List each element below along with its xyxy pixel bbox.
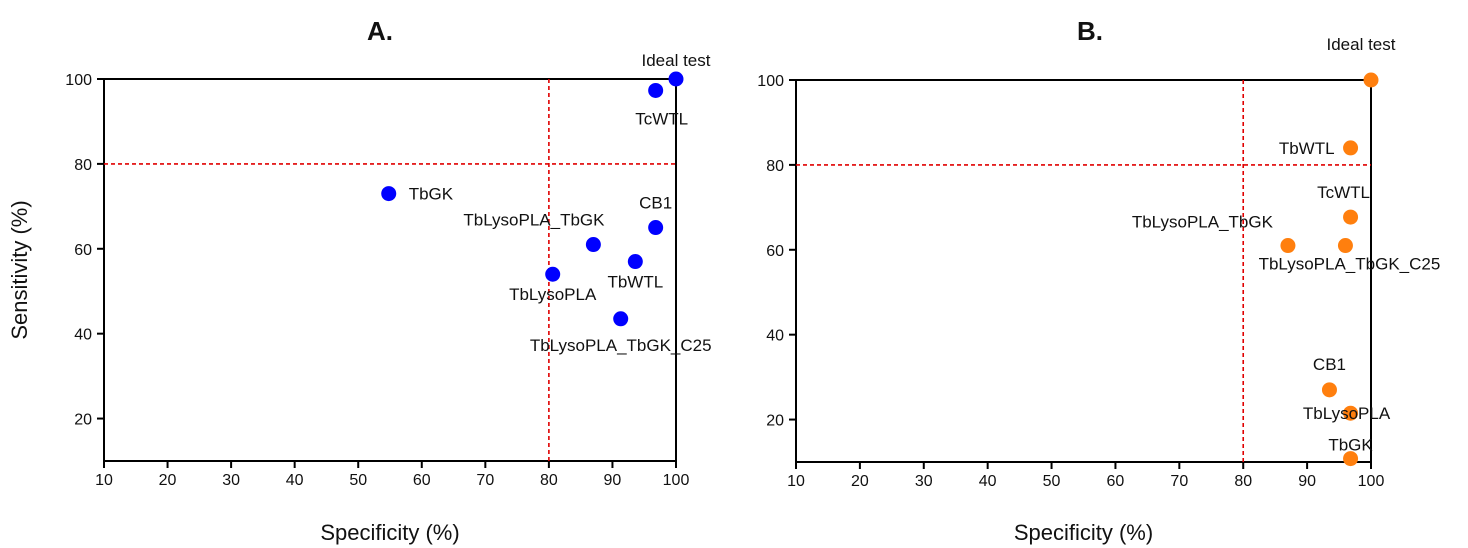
- data-point-label: Ideal test: [642, 51, 711, 70]
- y-tick-label: 80: [766, 158, 784, 175]
- data-point-label: TcWTL: [1317, 183, 1370, 202]
- x-tick-label: 20: [851, 473, 869, 490]
- x-tick-label: 10: [787, 473, 805, 490]
- data-point-label: TbLysoPLA: [1303, 404, 1391, 423]
- x-tick-label: 70: [1170, 473, 1188, 490]
- y-tick-label: 40: [74, 327, 92, 344]
- data-point: [627, 254, 643, 270]
- data-point: [648, 82, 664, 98]
- x-tick-label: 80: [540, 472, 558, 489]
- plot-frame: [103, 78, 677, 462]
- x-tick-label: 60: [413, 472, 431, 489]
- panel-a: A. 10 20 30 40 50 60 70 80 90 100 20 40 60 80 100 Specif…: [7, 16, 712, 545]
- data-point-label: TbLysoPLA_TbGK_C25: [1259, 255, 1441, 274]
- data-point: [1343, 405, 1359, 421]
- x-tick-label: 30: [915, 473, 933, 490]
- data-point-label: TbGK: [409, 185, 454, 204]
- x-tick-label: 10: [95, 472, 113, 489]
- y-tick-label: 100: [65, 72, 92, 89]
- x-axis-title: Specificity (%): [320, 520, 459, 545]
- x-tick-label: 60: [1107, 473, 1125, 490]
- x-tick-label: 40: [979, 473, 997, 490]
- y-tick-label: 80: [74, 157, 92, 174]
- x-tick-label: 20: [159, 472, 177, 489]
- data-point: [1343, 140, 1359, 156]
- panel-title: B.: [1077, 16, 1103, 46]
- data-point: [648, 220, 664, 236]
- data-point-label: CB1: [1313, 355, 1346, 374]
- y-axis-title: Sensitivity (%): [7, 200, 32, 339]
- x-tick-label: 80: [1234, 473, 1252, 490]
- data-point-label: TcWTL: [635, 109, 688, 128]
- data-point: [1321, 382, 1337, 398]
- y-tick-label: 100: [757, 73, 784, 90]
- data-point: [545, 266, 561, 282]
- data-point: [1337, 238, 1353, 254]
- data-point: [668, 71, 684, 87]
- data-point-label: TbLysoPLA_TbGK: [463, 211, 605, 230]
- y-tick-label: 40: [766, 328, 784, 345]
- data-point-label: TbGK: [1328, 436, 1373, 455]
- y-tick-label: 20: [74, 412, 92, 429]
- data-point: [1343, 209, 1359, 225]
- data-point: [1280, 238, 1296, 254]
- x-tick-label: 30: [222, 472, 240, 489]
- x-tick-label: 40: [286, 472, 304, 489]
- data-point: [1343, 451, 1359, 467]
- x-tick-label: 90: [1298, 473, 1316, 490]
- data-point: [613, 311, 629, 327]
- data-point: [1363, 72, 1379, 88]
- data-point-label: TbWTL: [607, 273, 663, 292]
- data-point-label: TbLysoPLA_TbGK_C25: [530, 336, 712, 355]
- plot-frame: [795, 79, 1372, 463]
- y-tick-label: 20: [766, 413, 784, 430]
- panel-b: B. 10 20 30 40 50 60 70 80 90 100 20 40 60 80 100 Specif…: [757, 16, 1440, 545]
- data-point-label: TbWTL: [1279, 139, 1335, 158]
- data-point-label: TbLysoPLA: [509, 285, 597, 304]
- data-point-label: TbLysoPLA_TbGK: [1132, 213, 1274, 232]
- y-tick-label: 60: [766, 243, 784, 260]
- data-point-label: Ideal test: [1327, 35, 1396, 54]
- x-tick-label: 50: [349, 472, 367, 489]
- x-tick-label: 100: [1358, 473, 1385, 490]
- x-axis-title: Specificity (%): [1014, 520, 1153, 545]
- data-point: [585, 237, 601, 253]
- x-tick-label: 50: [1043, 473, 1061, 490]
- data-point-label: CB1: [639, 194, 672, 213]
- panel-title: A.: [367, 16, 393, 46]
- x-tick-label: 100: [663, 472, 690, 489]
- x-tick-label: 90: [604, 472, 622, 489]
- data-point: [381, 186, 397, 202]
- y-tick-label: 60: [74, 242, 92, 259]
- x-tick-label: 70: [476, 472, 494, 489]
